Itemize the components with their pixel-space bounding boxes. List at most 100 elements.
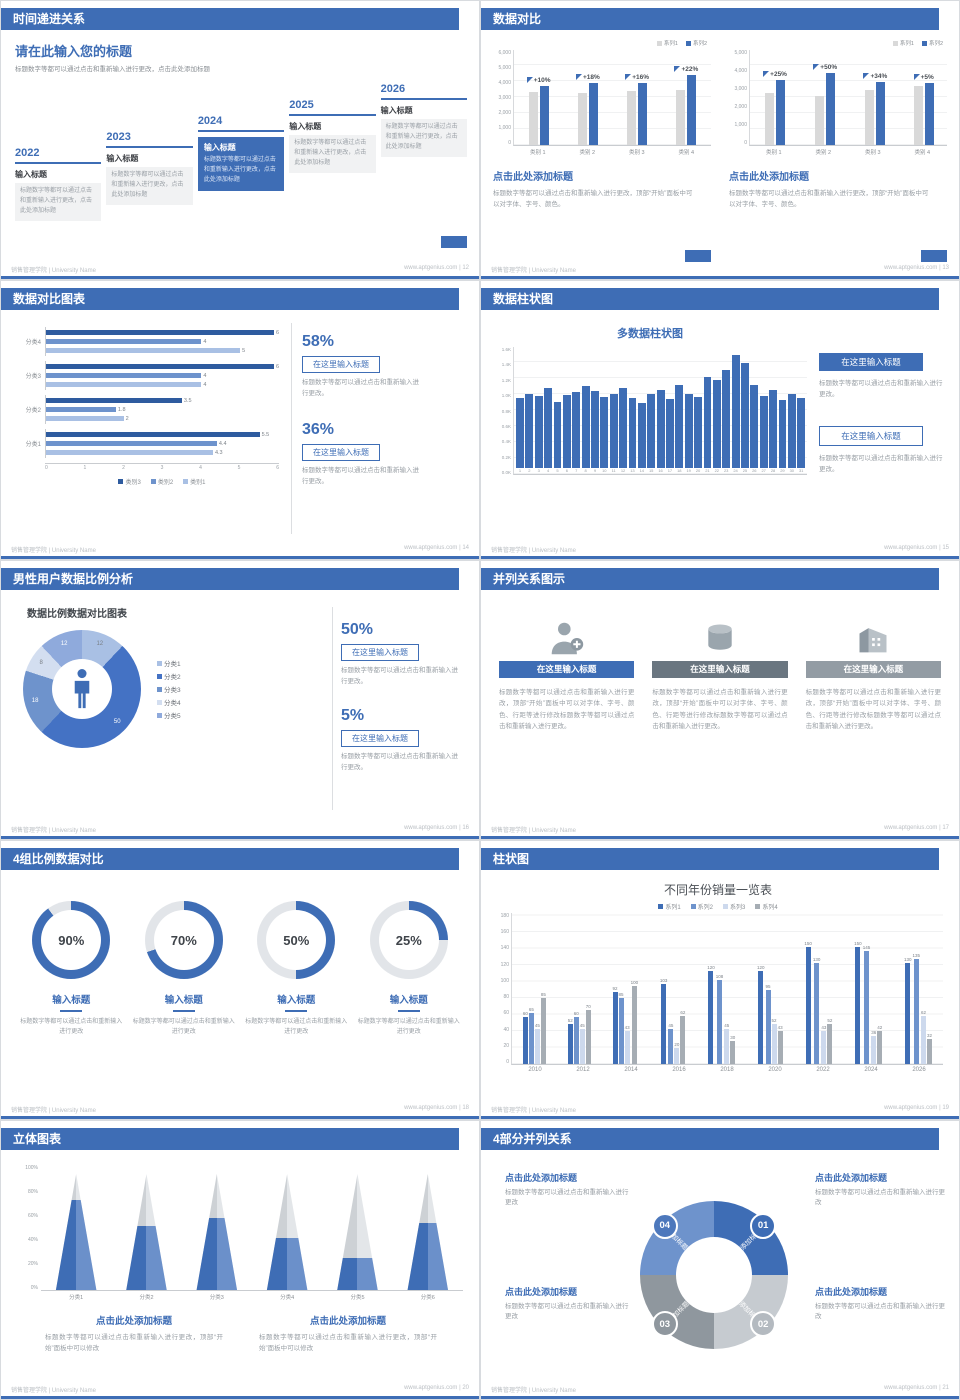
x-tick-label: 9 (593, 468, 597, 473)
bar-wrap: 145 (863, 945, 870, 1064)
slide-title-bar: 数据对比图表 (1, 288, 459, 310)
panel-chart-1: 系列1 系列2 5,000 4,000 3,000 2,000 1,000 0 +25% +50%… (729, 39, 947, 156)
bar (913, 86, 923, 145)
footer-page: www.aptgenius.com | 21 (884, 1385, 949, 1391)
slide-17[interactable]: 并列关系图示 在这里输入标题 标题数字等都可以通过点击和重新输入进行更改，顶部“… (481, 561, 959, 839)
slide-footer: 销售管理学院 | University Name www.aptgenius.c… (1, 1105, 479, 1114)
timeline-steps: 2022 输入标题 标题数字等都可以通过点击和重新输入进行更改，点击此处添加标题 20… (15, 83, 468, 222)
bar (826, 73, 836, 145)
panel-heading: 点击此处添加标题 (729, 172, 809, 183)
growth-label: +5% (913, 74, 934, 81)
slide-footer: 销售管理学院 | University Name www.aptgenius.c… (481, 1385, 959, 1394)
slide-18[interactable]: 4组比例数据对比 90% 输入标题 标题数字等都可以通过点击和重新输入进行更改 70%… (1, 841, 479, 1119)
donut-center: 50% (266, 910, 327, 970)
footer-page: www.aptgenius.com | 19 (884, 1105, 949, 1111)
slide-title: 数据对比图表 (13, 292, 86, 306)
slide-21[interactable]: 4部分并列关系 点击此处添加标题 标题数字等都可以通过点击和重新输入进行更改 点… (481, 1121, 959, 1399)
ratio-item: 70% 输入标题 标题数字等都可以通过点击和重新输入进行更改 (133, 901, 235, 1100)
slide-16[interactable]: 男性用户数据比例分析 数据比例数据对比图表 12 50 18 8 12 分类1 分类 (1, 561, 479, 839)
y-tick-label: 0.2K (501, 454, 511, 460)
bar (778, 400, 787, 468)
bottom-blocks: 点击此处添加标题 标题数字等都可以通过点击和重新输入进行更改，顶部“开始”面板中… (15, 1301, 463, 1354)
bar-wrap: 4 (544, 347, 552, 474)
col-yticks: 1.6K 1.4K 1.2K 1.0K 0.8K 0.6K 0.4K 0.2K 0.0K (493, 347, 513, 475)
bar (684, 394, 693, 468)
value-label: 45 (534, 1023, 540, 1028)
bar-group: 150 130 43 52 (804, 941, 832, 1064)
relation-column: 在这里输入标题 标题数字等都可以通过点击和重新输入进行更改，顶部“开始”面板中可… (652, 615, 788, 820)
cone-area (41, 1165, 463, 1291)
y-tick-label: 1,000 (498, 125, 511, 131)
slide-title-bar: 并列关系图示 (481, 568, 939, 590)
bar (624, 1031, 630, 1064)
column-body: 标题数字等都可以通过点击和重新输入进行更改，顶部“开始”面板中可以对字体、字号、… (652, 689, 788, 731)
y-tick-label: 180 (500, 913, 509, 919)
category-label: 2016 (672, 1067, 686, 1073)
bar-group: 150 145 36 42 (854, 941, 882, 1064)
slide-15[interactable]: 数据柱状图 多数据柱状图 1.6K 1.4K 1.2K 1.0K 0.8K 0.6K 0.4… (481, 281, 959, 559)
legend-label: 系列1 (899, 41, 914, 47)
cone-fill (196, 1218, 238, 1290)
y-tick-label: 4,000 (498, 80, 511, 86)
legend-swatch (183, 479, 189, 484)
bar (777, 1031, 783, 1064)
bar-wrap: 62 (921, 1010, 926, 1064)
slide-14[interactable]: 数据对比图表 分类4 6 4 5 分类3 6 4 4 分类2 3.5 1.8 2 分类1 5.5 4.4 4.… (1, 281, 479, 559)
slide-12[interactable]: 时间递进关系 请在此输入您的标题 标题数字等都可以通过点击和重新输入进行更改，点… (1, 1, 479, 279)
slide-20[interactable]: 立体图表 100% 80% 60% 40% 20% 0% 分类1 分类2 分类3 分类4 分类5 分… (1, 1121, 479, 1399)
y-tick-label: 4,000 (734, 68, 747, 74)
category-label: 2012 (576, 1067, 590, 1073)
y-tick-label: 0 (744, 140, 747, 146)
step-box: 输入标题 标题数字等都可以通过点击和重新输入进行更改，点击此处添加标题 (197, 137, 285, 192)
stat-percent: 36% (302, 421, 335, 439)
grouped-yticks: 180 160 140 120 100 80 60 40 20 0 (493, 913, 511, 1065)
bar-wrap: 108 (716, 974, 723, 1064)
legend-label: 类别2 (157, 480, 174, 486)
x-tick-label: 23 (723, 468, 729, 473)
bar (553, 402, 562, 468)
percent-value: 70% (170, 932, 197, 948)
legend-item: 系列1 (658, 902, 681, 911)
slide-footer: 销售管理学院 | University Name www.aptgenius.c… (1, 1385, 479, 1394)
value-label: 85 (618, 992, 624, 997)
category-label: 分类1 (69, 1295, 84, 1301)
bar-wrap: 65 (528, 1007, 534, 1064)
bar (619, 388, 627, 468)
y-tick-label: 5,000 (734, 50, 747, 56)
slide-title: 4部分并列关系 (493, 1132, 572, 1146)
x-tick-label: 3 (537, 468, 540, 473)
percent-value: 25% (395, 932, 422, 948)
chart-legend: 系列1 系列2 (729, 39, 943, 47)
bar-wrap: 18 (675, 347, 684, 474)
bar-wrap: 150 (804, 941, 812, 1064)
donut-ring: 50% (257, 901, 336, 979)
bar (540, 998, 546, 1064)
category-label: 2010 (528, 1067, 542, 1073)
value-label: 52 (827, 1018, 833, 1023)
bar (661, 984, 667, 1064)
footer-page: www.aptgenius.com | 18 (404, 1105, 469, 1111)
bar (600, 397, 609, 468)
chart-title: 不同年份销量一览表 (663, 883, 772, 897)
x-tick-label: 12 (620, 468, 626, 473)
bar-wrap: 130 (813, 957, 820, 1064)
person-plus-icon (499, 615, 634, 661)
slide-13[interactable]: 数据对比 系列1 系列2 6,000 5,000 4,000 3,000 2,000 1,00… (481, 1, 959, 279)
slide-19[interactable]: 柱状图 不同年份销量一览表 系列1 系列2 系列3 系列4 180 160 140 120 1… (481, 841, 959, 1119)
slide-footer: 销售管理学院 | University Name www.aptgenius.c… (481, 265, 959, 274)
y-axis: 6,000 5,000 4,000 3,000 2,000 1,000 0 (493, 50, 513, 146)
bar-wrap: 20 (694, 347, 702, 474)
bar-wrap: 52 (567, 1018, 573, 1064)
bar (703, 377, 712, 468)
hbar-group: 分类2 3.5 1.8 2 (11, 395, 279, 424)
legend-swatch (921, 40, 927, 46)
step-box: 输入标题 标题数字等都可以通过点击和重新输入进行更改，点击此处添加标题 (289, 121, 376, 174)
bar-wrap: 42 (877, 1025, 882, 1064)
bar-wrap: 92 (612, 986, 618, 1064)
bar (528, 92, 538, 145)
category-label: 类别 3 (628, 150, 645, 156)
x-tick-label: 21 (705, 468, 710, 473)
step-line (197, 130, 285, 133)
block-title: 点击此处添加标题 (505, 1287, 578, 1297)
category-label: 分类2 (139, 1295, 154, 1301)
